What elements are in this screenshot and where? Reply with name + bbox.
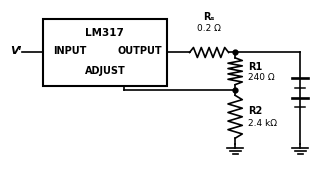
Text: INPUT: INPUT (54, 46, 87, 56)
Text: ADJUST: ADJUST (84, 66, 125, 76)
Text: Vᴵ: Vᴵ (10, 46, 22, 56)
Text: Rₛ: Rₛ (203, 12, 215, 22)
Text: 240 Ω: 240 Ω (248, 73, 275, 82)
Text: 0.2 Ω: 0.2 Ω (197, 24, 221, 33)
FancyBboxPatch shape (43, 19, 167, 86)
Text: OUTPUT: OUTPUT (117, 46, 162, 56)
Text: R2: R2 (248, 106, 262, 116)
Text: LM317: LM317 (85, 28, 124, 39)
Text: 2.4 kΩ: 2.4 kΩ (248, 120, 277, 129)
Text: R1: R1 (248, 62, 262, 72)
